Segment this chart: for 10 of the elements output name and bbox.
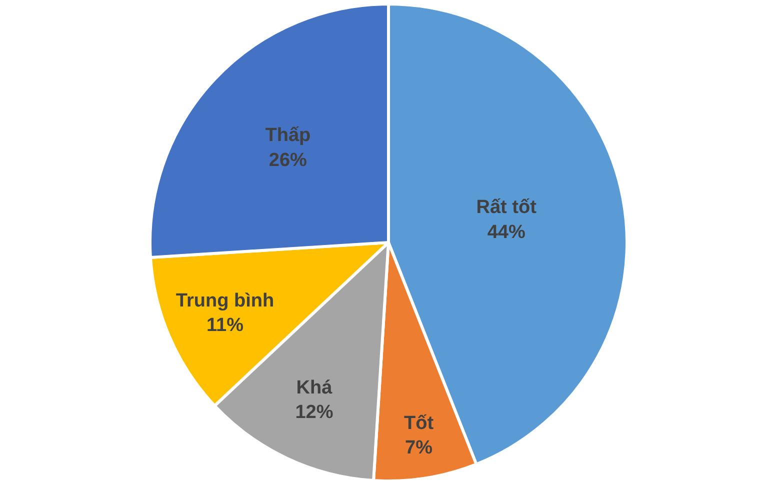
slice-label: Thấp: [265, 125, 311, 146]
data-label: 44%: [487, 222, 526, 243]
slice-label: Rất tốt: [476, 197, 538, 218]
data-label: 26%: [268, 150, 308, 171]
data-label: 12%: [295, 402, 334, 424]
slice-label: Khá: [296, 377, 333, 398]
data-label: 11%: [206, 315, 244, 336]
slice-label: Trung bình: [176, 290, 274, 312]
slice-label: Tốt: [404, 413, 434, 434]
data-label: 7%: [405, 438, 433, 459]
